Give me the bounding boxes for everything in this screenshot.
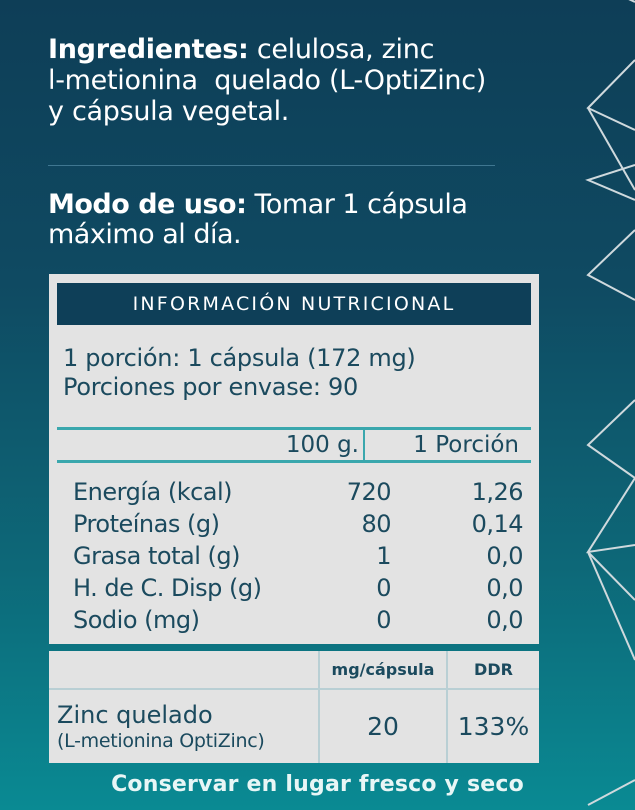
nutrient-per-100g: 80 <box>361 510 391 538</box>
zinc-subname: (L-metionina OptiZinc) <box>57 729 265 752</box>
nutrient-label: Proteínas (g) <box>73 510 220 538</box>
nutrient-per-serving: 0,14 <box>471 510 524 538</box>
nutrition-row-energy: Energía (kcal) 720 1,26 <box>73 476 524 508</box>
storage-note: Conservar en lugar fresco y seco <box>111 772 524 797</box>
nutrient-per-serving: 0,0 <box>486 606 523 634</box>
ingredients-label: Ingredientes: <box>48 34 249 65</box>
nutrition-facts-panel: INFORMACIÓN NUTRICIONAL 1 porción: 1 cáp… <box>49 274 539 644</box>
nutrient-per-100g: 720 <box>346 478 392 506</box>
ingredients-line-2: l-metionina quelado (L-OptiZinc) <box>48 65 487 96</box>
zinc-header-empty <box>49 651 319 690</box>
nutrient-label: Grasa total (g) <box>73 542 240 570</box>
nutrition-row-sodium: Sodio (mg) 0 0,0 <box>73 604 523 636</box>
nutrient-label: H. de C. Disp (g) <box>73 574 262 602</box>
nutrition-panel-title: INFORMACIÓN NUTRICIONAL <box>57 283 531 325</box>
zinc-content-table: mg/cápsula DDR Zinc quelado (L-metionina… <box>49 651 539 763</box>
usage-text: Modo de uso: Tomar 1 cápsula máximo al d… <box>48 190 548 250</box>
nutrition-row-fat: Grasa total (g) 1 0,0 <box>73 540 523 572</box>
nutrition-rows: Energía (kcal) 720 1,26 Proteínas (g) 80… <box>73 476 524 636</box>
section-divider <box>48 165 495 166</box>
usage-line-2: máximo al día. <box>48 219 242 250</box>
nutrient-per-serving: 0,0 <box>486 542 523 570</box>
column-header-100g: 100 g. <box>286 430 365 460</box>
serving-size: 1 porción: 1 cápsula (172 mg) <box>63 344 416 372</box>
usage-label: Modo de uso: <box>48 189 247 220</box>
zinc-header-ddr: DDR <box>446 651 539 690</box>
zinc-mg-value: 20 <box>318 689 447 763</box>
ingredients-text: Ingredientes: celulosa, zinc l-metionina… <box>48 34 588 127</box>
nutrient-per-100g: 0 <box>376 574 391 602</box>
zinc-name-cell: Zinc quelado (L-metionina OptiZinc) <box>49 689 319 763</box>
ingredients-line-3: y cápsula vegetal. <box>48 96 290 127</box>
nutrient-per-serving: 1,26 <box>471 478 524 506</box>
nutrient-per-100g: 1 <box>376 542 391 570</box>
ingredients-line-1: celulosa, zinc <box>248 34 435 65</box>
column-header-per-serving: 1 Porción <box>413 432 519 458</box>
nutrient-label: Sodio (mg) <box>73 606 200 634</box>
zinc-header-mg-per-capsule: mg/cápsula <box>318 651 447 690</box>
nutrition-row-protein: Proteínas (g) 80 0,14 <box>73 508 524 540</box>
geometric-line-decoration <box>585 0 635 806</box>
zinc-table-header-row: mg/cápsula DDR <box>49 651 539 690</box>
servings-per-container: Porciones por envase: 90 <box>63 373 358 401</box>
serving-info: 1 porción: 1 cápsula (172 mg) Porciones … <box>63 344 416 402</box>
zinc-table-row: Zinc quelado (L-metionina OptiZinc) 20 1… <box>49 689 539 763</box>
nutrient-per-100g: 0 <box>376 606 391 634</box>
nutrient-per-serving: 0,0 <box>486 574 523 602</box>
nutrient-label: Energía (kcal) <box>73 478 233 506</box>
zinc-ddr-value: 133% <box>446 689 539 763</box>
nutrition-row-carbs: H. de C. Disp (g) 0 0,0 <box>73 572 523 604</box>
zinc-name: Zinc quelado <box>57 700 213 729</box>
usage-line-1: Tomar 1 cápsula <box>246 189 468 220</box>
nutrition-column-headers: 100 g. 1 Porción <box>57 427 531 463</box>
